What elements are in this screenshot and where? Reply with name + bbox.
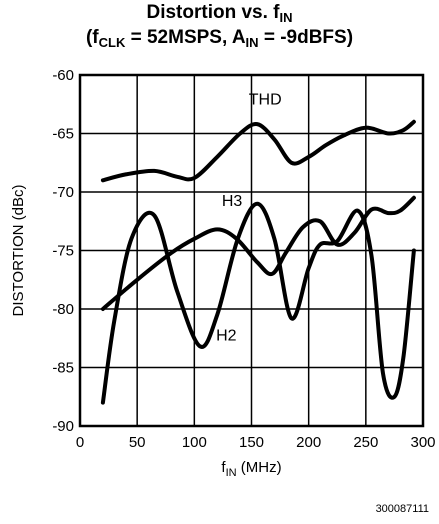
x-tick-labels: 0 50 100 150 200 250 300 xyxy=(76,434,436,451)
y-tick-label: -75 xyxy=(52,243,74,260)
series-annotations: THD H3 H2 xyxy=(216,91,282,344)
x-tick-label: 200 xyxy=(296,434,321,451)
x-tick-label: 150 xyxy=(239,434,264,451)
annotation-thd: THD xyxy=(249,91,282,108)
chart-title-line2: (fCLK = 52MSPS, AIN = -9dBFS) xyxy=(85,27,354,50)
series-line-thd xyxy=(100,119,416,183)
y-tick-label: -85 xyxy=(52,360,74,377)
figure-id: 300087111 xyxy=(375,503,429,515)
chart-title-line1: Distortion vs. fIN xyxy=(146,2,293,25)
y-tick-label: -90 xyxy=(52,418,74,435)
y-tick-label: -70 xyxy=(52,184,74,201)
y-axis-label: DISTORTION (dBc) xyxy=(10,185,27,317)
series-line-h2 xyxy=(100,201,416,405)
annotation-h3: H3 xyxy=(222,193,243,210)
x-tick-label: 300 xyxy=(410,434,435,451)
x-axis-label: fIN (MHz) xyxy=(221,459,281,479)
y-tick-label: -65 xyxy=(52,126,74,143)
grid xyxy=(80,75,423,426)
plot-area xyxy=(78,73,425,428)
y-tick-label: -80 xyxy=(52,301,74,318)
x-tick-label: 100 xyxy=(182,434,207,451)
series-line-h3 xyxy=(100,195,416,311)
x-tick-label: 50 xyxy=(129,434,146,451)
x-tick-label: 250 xyxy=(353,434,378,451)
annotation-h2: H2 xyxy=(216,328,237,345)
y-tick-labels: -90 -85 -80 -75 -70 -65 -60 xyxy=(52,67,74,435)
series-lines xyxy=(100,119,416,405)
x-tick-label: 0 xyxy=(76,434,84,451)
y-tick-label: -60 xyxy=(52,67,74,84)
